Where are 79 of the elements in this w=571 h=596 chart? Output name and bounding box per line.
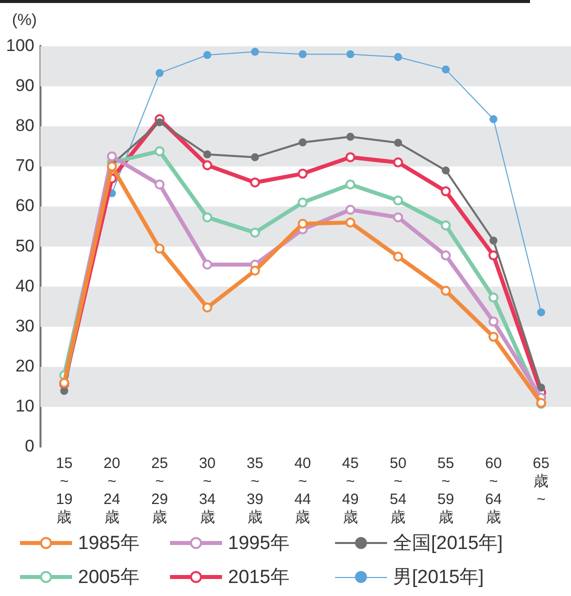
point [488,250,498,260]
y-axis-title: (%) [12,12,37,30]
point [345,218,356,228]
x-tick-label: 25~29歳 [151,455,168,526]
legend-label: 2005年 [78,566,140,590]
point [440,186,451,196]
point [106,151,117,162]
point [106,161,117,172]
y-tick-label: 20 [15,356,34,376]
point [537,384,546,392]
point [393,196,404,206]
point [346,50,354,58]
y-tick-label: 30 [15,316,34,336]
point [488,316,498,327]
y-tick-label: 70 [15,156,34,176]
y-tick-label: 50 [15,236,34,256]
x-tick-label: 45~49歳 [342,455,359,526]
legend-label: 男[2015年] [393,566,484,590]
point [154,179,165,190]
y-tick-label: 40 [15,276,34,296]
point [298,138,307,146]
point [156,118,164,126]
point [440,250,451,260]
point [393,212,404,222]
point [489,115,498,124]
point [393,157,404,168]
y-tick-label: 80 [15,116,34,136]
point [345,179,356,190]
point [154,244,165,254]
point [489,236,498,245]
point [203,150,212,158]
point [250,177,260,188]
x-tick-label: 60~64歳 [485,455,502,526]
point [250,153,259,162]
point [393,252,404,262]
point [394,138,402,147]
point [394,53,402,62]
point [442,166,450,174]
point [203,51,212,60]
point [250,228,260,238]
x-tick-label: 50~54歳 [390,455,406,526]
point [440,220,451,230]
y-tick-label: 100 [6,36,34,55]
point [250,266,260,276]
x-tick-label: 35~39歳 [246,455,264,526]
point [202,212,212,222]
x-tick-label: 40~44歳 [294,455,312,526]
point [202,302,212,313]
point [488,292,498,302]
point [442,65,450,74]
point [202,160,212,170]
point [298,198,308,208]
legend-label: 1985年 [78,532,140,556]
y-tick-label: 60 [15,196,34,216]
point [154,146,165,156]
point [250,48,259,56]
point [202,260,212,270]
point [298,168,308,179]
x-tick-label: 55~59歳 [437,455,454,526]
y-tick-label: 10 [15,396,34,416]
x-tick-label: 15~19歳 [56,455,73,526]
x-tick-label: 65歳~ [532,455,550,508]
point [537,308,546,316]
y-tick-label: 90 [15,76,34,95]
point [488,332,498,342]
legend-label: 全国[2015年] [393,532,503,556]
point [298,218,308,229]
y-tick-label: 0 [24,436,34,456]
legend-label: 2015年 [228,566,290,590]
point [298,50,307,58]
x-tick-label: 30~34歳 [198,455,216,526]
point [156,69,164,78]
point [346,132,354,141]
legend-label: 1995年 [228,532,290,556]
point [345,204,356,215]
point [440,286,451,296]
point [60,386,68,395]
point [345,152,356,162]
x-tick-label: 20~24歳 [104,455,120,526]
